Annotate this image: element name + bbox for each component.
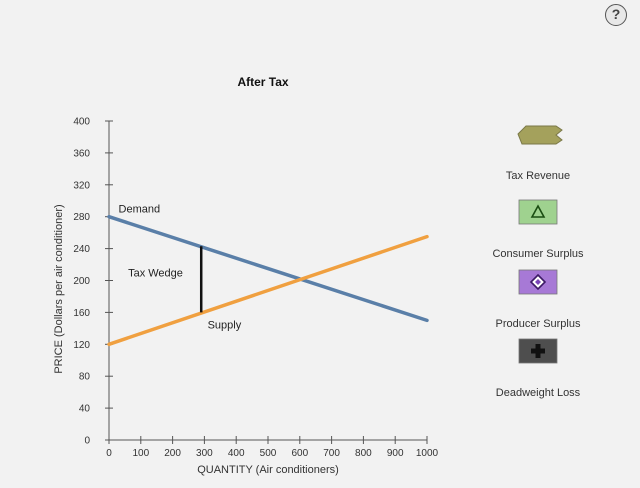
legend-item-consumer-surplus: Consumer Surplus xyxy=(492,199,584,260)
tax-revenue-icon xyxy=(517,125,563,145)
x-tick-label: 700 xyxy=(323,448,340,459)
plus-marker-horizontal xyxy=(531,348,545,354)
x-tick-label: 200 xyxy=(164,448,181,459)
tax-wedge-label: Tax Wedge xyxy=(128,268,183,280)
y-tick-label: 40 xyxy=(79,404,91,415)
annotation-layer: Demand Supply Tax Wedge xyxy=(119,204,242,332)
legend-label: Deadweight Loss xyxy=(496,387,581,399)
legend-item-deadweight-loss: Deadweight Loss xyxy=(496,338,581,399)
legend-label: Producer Surplus xyxy=(496,318,581,330)
y-tick-label: 360 xyxy=(73,148,90,159)
x-tick-label: 100 xyxy=(132,448,149,459)
y-tick-label: 0 xyxy=(84,436,90,447)
x-tick-label: 400 xyxy=(228,448,245,459)
y-tick-label: 120 xyxy=(73,340,90,351)
legend-swatch xyxy=(518,199,558,225)
y-tick-label: 160 xyxy=(73,308,90,319)
y-tick-label: 240 xyxy=(73,244,90,255)
triangle-marker xyxy=(530,204,546,218)
y-tick-label: 320 xyxy=(73,180,90,191)
legend-label: Tax Revenue xyxy=(506,170,570,182)
demand-label: Demand xyxy=(119,204,161,216)
y-tick-label: 400 xyxy=(73,117,90,128)
legend-label: Consumer Surplus xyxy=(492,248,584,260)
x-tick-label: 1000 xyxy=(416,448,439,459)
x-tick-label: 800 xyxy=(355,448,372,459)
demand-curve xyxy=(107,214,429,323)
producer-surplus-icon xyxy=(518,269,558,295)
y-axis-title: PRICE (Dollars per air conditioner) xyxy=(53,204,65,373)
y-tick-label: 80 xyxy=(79,372,91,383)
legend-item-tax-revenue: Tax Revenue xyxy=(506,125,570,182)
diamond-marker-center xyxy=(535,279,541,285)
supply-curve xyxy=(107,234,429,347)
y-tick-label: 280 xyxy=(73,212,90,223)
supply-label: Supply xyxy=(208,319,242,331)
x-tick-label: 500 xyxy=(260,448,277,459)
legend: Tax Revenue Consumer Surplus Producer Surp… xyxy=(492,125,584,399)
x-axis-title: QUANTITY (Air conditioners) xyxy=(197,464,339,476)
deadweight-loss-icon xyxy=(518,338,558,364)
legend-item-producer-surplus: Producer Surplus xyxy=(496,269,581,330)
series-layer xyxy=(107,214,429,347)
x-tick-label: 0 xyxy=(106,448,112,459)
chart-title: After Tax xyxy=(237,75,288,89)
x-tick-label: 300 xyxy=(196,448,213,459)
x-tick-label: 900 xyxy=(387,448,404,459)
y-tick-label: 200 xyxy=(73,276,90,287)
axes: 0 40 80 120 160 200 240 280 320 360 400 0 100 200 300 4… xyxy=(73,117,438,460)
help-button[interactable]: ? xyxy=(605,4,627,26)
x-tick-label: 600 xyxy=(291,448,308,459)
consumer-surplus-icon xyxy=(518,199,558,225)
tax-revenue-shape xyxy=(517,125,563,145)
